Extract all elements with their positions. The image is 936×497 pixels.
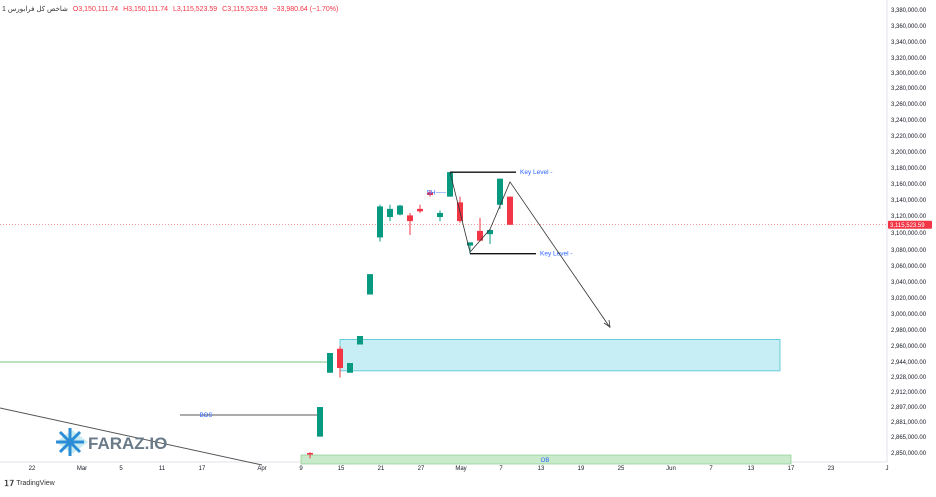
- x-tick-label: 22: [29, 466, 36, 472]
- sh-label: SH: [426, 190, 435, 197]
- y-tick-label: 3,120,000.00: [891, 214, 927, 220]
- close-value: C3,115,523.59: [222, 6, 268, 13]
- x-tick-label: Jun: [666, 466, 676, 472]
- y-tick-label: 3,060,000.00: [891, 264, 927, 270]
- change-value: −33,980.64 (−1.70%): [272, 6, 339, 13]
- ob-zone: [300, 454, 792, 465]
- y-tick-label: 3,300,000.00: [891, 71, 927, 77]
- candle-body: [367, 274, 373, 295]
- x-tick-label: 15: [338, 466, 345, 472]
- y-tick-label: 3,160,000.00: [891, 182, 927, 188]
- x-tick-label: 7: [499, 466, 503, 472]
- x-tick-label: 13: [538, 466, 545, 472]
- y-tick-label: 3,100,000.00: [891, 231, 927, 237]
- candle-body: [327, 353, 333, 373]
- logo-star-icon: [56, 428, 84, 456]
- ohlc-legend: شاخص کل فرابورس 1 O3,150,111.74 H3,150,1…: [2, 5, 341, 13]
- candle-body: [427, 192, 433, 195]
- y-tick-label: 2,980,000.00: [891, 328, 927, 334]
- x-tick-label: 21: [378, 466, 385, 472]
- x-tick-label: 11: [159, 466, 166, 472]
- demand-zone: [339, 338, 781, 372]
- x-tick-label: Apr: [257, 466, 266, 472]
- low-value: L3,115,523.59: [172, 6, 218, 13]
- candle-body: [497, 178, 503, 205]
- last-price-label: 3,115,523.59: [890, 223, 925, 229]
- y-tick-label: 3,360,000.00: [891, 24, 927, 30]
- y-tick-label: 2,865,000.00: [891, 435, 927, 441]
- candle-body: [437, 212, 443, 218]
- y-tick-label: 3,000,000.00: [891, 312, 927, 318]
- arrow-head-icon: [603, 319, 611, 328]
- watermark-text: FARAZ.IO: [88, 434, 167, 453]
- trend-line: [0, 407, 263, 466]
- key-level-bottom-label: Key Level -: [540, 251, 573, 258]
- y-tick-label: 2,897,000.00: [891, 405, 927, 411]
- projection-path: [449, 172, 611, 328]
- candle-body: [387, 208, 393, 218]
- y-tick-label: 2,928,000.00: [891, 375, 927, 381]
- candle-body: [487, 230, 493, 235]
- ob-label: OB: [541, 458, 550, 464]
- y-tick-label: 2,850,000.00: [891, 451, 927, 457]
- y-tick-label: 2,944,000.00: [891, 360, 927, 366]
- x-tick-label: 9: [299, 466, 303, 472]
- y-tick-label: 3,320,000.00: [891, 56, 927, 62]
- candle-body: [397, 205, 403, 215]
- y-tick-label: 3,220,000.00: [891, 134, 927, 140]
- last-price-tag: [888, 220, 932, 229]
- candle-body: [317, 407, 323, 437]
- candle-body: [417, 208, 423, 212]
- x-tick-label: 17: [788, 466, 795, 472]
- y-tick-label: 3,180,000.00: [891, 166, 927, 172]
- y-tick-label: 2,881,000.00: [891, 420, 927, 426]
- y-tick-label: 3,380,000.00: [891, 8, 927, 14]
- x-tick-label: Mar: [77, 466, 87, 472]
- y-tick-label: 3,140,000.00: [891, 198, 927, 204]
- x-tick-label: 27: [418, 466, 425, 472]
- candle-body: [377, 206, 383, 238]
- candle-body: [407, 215, 413, 222]
- x-tick-label: 7: [709, 466, 713, 472]
- candle-body: [357, 336, 363, 345]
- x-tick-label: 5: [119, 466, 123, 472]
- high-value: H3,150,111.74: [123, 6, 168, 13]
- y-tick-label: 3,040,000.00: [891, 280, 927, 286]
- y-tick-label: 3,280,000.00: [891, 86, 927, 92]
- y-tick-label: 3,020,000.00: [891, 296, 927, 302]
- tradingview-icon: 𝟣𝟩: [4, 479, 15, 488]
- y-tick-label: 3,240,000.00: [891, 118, 927, 124]
- bos-label: BOS: [200, 413, 213, 419]
- y-tick-label: 3,200,000.00: [891, 150, 927, 156]
- y-tick-label: 2,960,000.00: [891, 344, 927, 350]
- open-value: O3,150,111.74: [72, 6, 119, 13]
- tradingview-brand[interactable]: 𝟣𝟩 TradingView: [4, 479, 55, 488]
- candle-body: [347, 363, 353, 373]
- x-tick-label: 25: [618, 466, 625, 472]
- y-tick-label: 3,340,000.00: [891, 40, 927, 46]
- x-tick-label: 17: [199, 466, 206, 472]
- candle-body: [337, 348, 343, 368]
- candle-body: [307, 453, 313, 455]
- key-level-top-label: Key Level -: [520, 169, 553, 176]
- x-tick-label: May: [455, 466, 466, 472]
- x-tick-label: 23: [828, 466, 835, 472]
- candle-body: [467, 242, 473, 246]
- y-tick-label: 3,080,000.00: [891, 248, 927, 254]
- symbol-label: شاخص کل فرابورس 1: [2, 6, 68, 13]
- y-tick-label: 3,260,000.00: [891, 102, 927, 108]
- x-tick-label: J: [886, 466, 889, 472]
- y-tick-label: 2,912,000.00: [891, 390, 927, 396]
- faraz-logo: [56, 428, 88, 456]
- candle-body: [477, 230, 483, 241]
- brand-text: TradingView: [16, 480, 55, 487]
- x-tick-label: 13: [748, 466, 755, 472]
- x-tick-label: 19: [578, 466, 585, 472]
- candle-body: [447, 172, 453, 197]
- candle-body: [507, 196, 513, 225]
